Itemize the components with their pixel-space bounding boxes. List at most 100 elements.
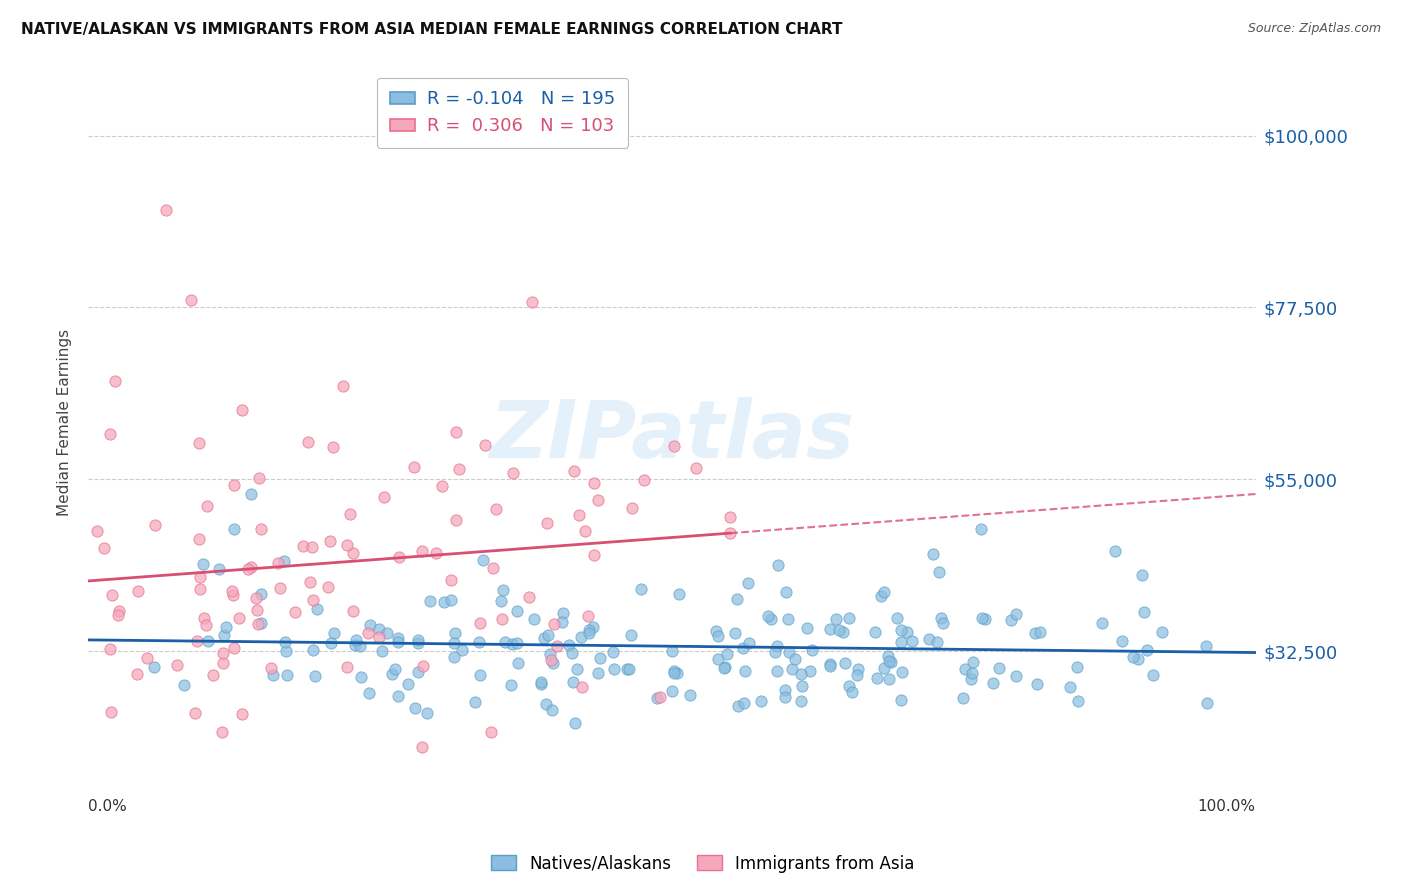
Point	[828, 623, 851, 637]
Point	[387, 635, 409, 649]
Point	[896, 624, 918, 639]
Point	[339, 507, 361, 521]
Point	[838, 679, 860, 693]
Point	[194, 618, 217, 632]
Point	[877, 672, 900, 686]
Legend: R = -0.104   N = 195, R =  0.306   N = 103: R = -0.104 N = 195, R = 0.306 N = 103	[377, 78, 628, 148]
Point	[1005, 668, 1028, 682]
Point	[357, 626, 380, 640]
Point	[425, 546, 447, 560]
Point	[633, 473, 655, 487]
Point	[464, 695, 486, 709]
Point	[765, 639, 787, 653]
Point	[662, 665, 685, 680]
Point	[529, 677, 551, 691]
Point	[221, 583, 243, 598]
Point	[886, 610, 908, 624]
Point	[276, 644, 298, 658]
Point	[825, 612, 848, 626]
Point	[316, 580, 339, 594]
Point	[247, 617, 270, 632]
Point	[932, 616, 955, 631]
Point	[193, 611, 215, 625]
Point	[188, 582, 211, 596]
Point	[215, 620, 238, 634]
Point	[1067, 694, 1090, 708]
Point	[1136, 643, 1159, 657]
Point	[586, 665, 609, 680]
Point	[668, 586, 690, 600]
Point	[408, 665, 430, 679]
Point	[443, 636, 465, 650]
Point	[749, 694, 772, 708]
Text: 100.0%: 100.0%	[1198, 799, 1256, 814]
Point	[974, 612, 997, 626]
Point	[359, 618, 381, 632]
Point	[98, 426, 121, 441]
Point	[446, 425, 468, 440]
Point	[1150, 624, 1173, 639]
Point	[873, 661, 896, 675]
Point	[489, 593, 512, 607]
Point	[562, 464, 585, 478]
Point	[107, 607, 129, 622]
Point	[191, 557, 214, 571]
Point	[468, 668, 491, 682]
Point	[101, 588, 124, 602]
Point	[127, 584, 149, 599]
Point	[291, 539, 314, 553]
Point	[1126, 652, 1149, 666]
Point	[929, 611, 952, 625]
Point	[863, 625, 886, 640]
Point	[620, 500, 643, 515]
Point	[506, 636, 529, 650]
Point	[404, 459, 426, 474]
Point	[412, 659, 434, 673]
Point	[522, 295, 544, 310]
Text: ZIPatlas: ZIPatlas	[489, 397, 855, 475]
Point	[350, 670, 373, 684]
Point	[846, 662, 869, 676]
Point	[558, 638, 581, 652]
Point	[588, 650, 610, 665]
Point	[173, 678, 195, 692]
Point	[834, 656, 856, 670]
Point	[972, 611, 994, 625]
Point	[661, 644, 683, 658]
Point	[86, 524, 108, 538]
Point	[727, 699, 749, 714]
Point	[411, 544, 433, 558]
Point	[737, 576, 759, 591]
Point	[319, 533, 342, 548]
Point	[756, 609, 779, 624]
Point	[1195, 639, 1218, 653]
Point	[262, 668, 284, 682]
Point	[679, 688, 702, 702]
Point	[302, 643, 325, 657]
Point	[297, 434, 319, 449]
Point	[433, 594, 456, 608]
Point	[444, 626, 467, 640]
Point	[492, 583, 515, 598]
Point	[960, 672, 983, 686]
Point	[100, 706, 122, 720]
Point	[266, 556, 288, 570]
Text: NATIVE/ALASKAN VS IMMIGRANTS FROM ASIA MEDIAN FEMALE EARNINGS CORRELATION CHART: NATIVE/ALASKAN VS IMMIGRANTS FROM ASIA M…	[21, 22, 842, 37]
Point	[890, 634, 912, 648]
Point	[987, 661, 1010, 675]
Point	[501, 637, 523, 651]
Point	[866, 671, 889, 685]
Point	[718, 525, 741, 540]
Point	[411, 739, 433, 754]
Point	[962, 656, 984, 670]
Point	[551, 615, 574, 630]
Point	[603, 662, 626, 676]
Point	[543, 657, 565, 671]
Point	[647, 690, 669, 705]
Point	[444, 513, 467, 527]
Point	[778, 645, 800, 659]
Point	[1066, 660, 1088, 674]
Point	[900, 633, 922, 648]
Point	[918, 632, 941, 646]
Point	[714, 660, 737, 674]
